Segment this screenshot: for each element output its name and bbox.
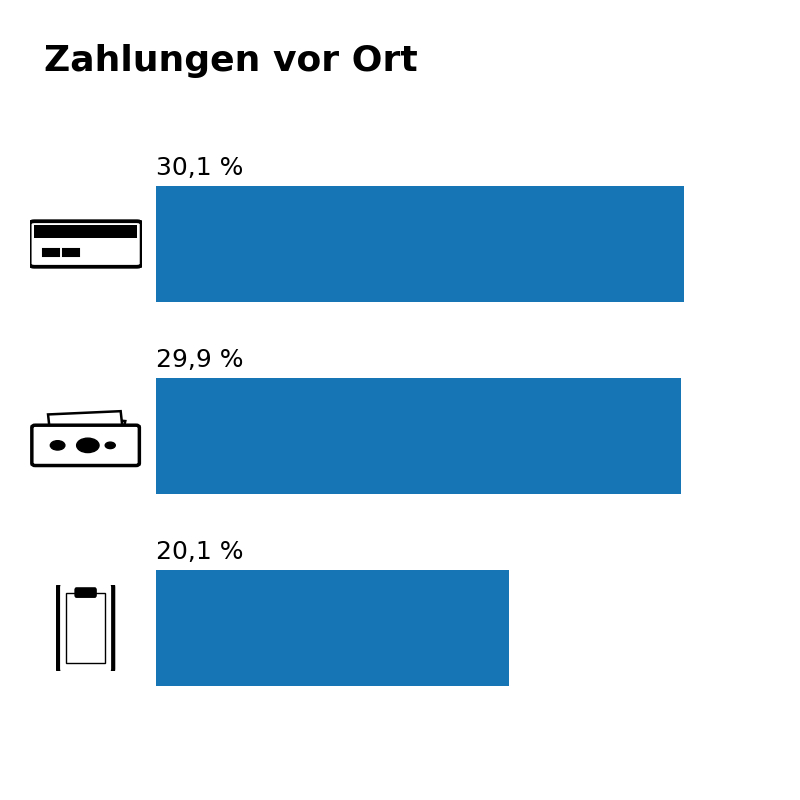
Bar	[156, 378, 681, 494]
Text: 29,9 %: 29,9 %	[156, 348, 243, 372]
Circle shape	[50, 441, 65, 450]
Text: Zahlungen vor Ort: Zahlungen vor Ort	[44, 44, 418, 78]
Text: 20,1 %: 20,1 %	[156, 540, 243, 564]
FancyBboxPatch shape	[30, 222, 142, 266]
Bar	[156, 570, 509, 686]
Bar	[66, 594, 105, 662]
Bar	[63, 250, 79, 256]
Bar	[156, 186, 684, 302]
FancyBboxPatch shape	[58, 582, 114, 674]
FancyBboxPatch shape	[32, 426, 139, 466]
Text: 30,1 %: 30,1 %	[156, 156, 243, 180]
Circle shape	[105, 442, 115, 449]
Bar	[34, 225, 137, 238]
Bar	[43, 250, 58, 256]
Bar	[50, 415, 126, 446]
Bar	[48, 411, 122, 430]
Bar	[50, 414, 126, 437]
Circle shape	[77, 438, 99, 453]
FancyBboxPatch shape	[75, 588, 96, 597]
